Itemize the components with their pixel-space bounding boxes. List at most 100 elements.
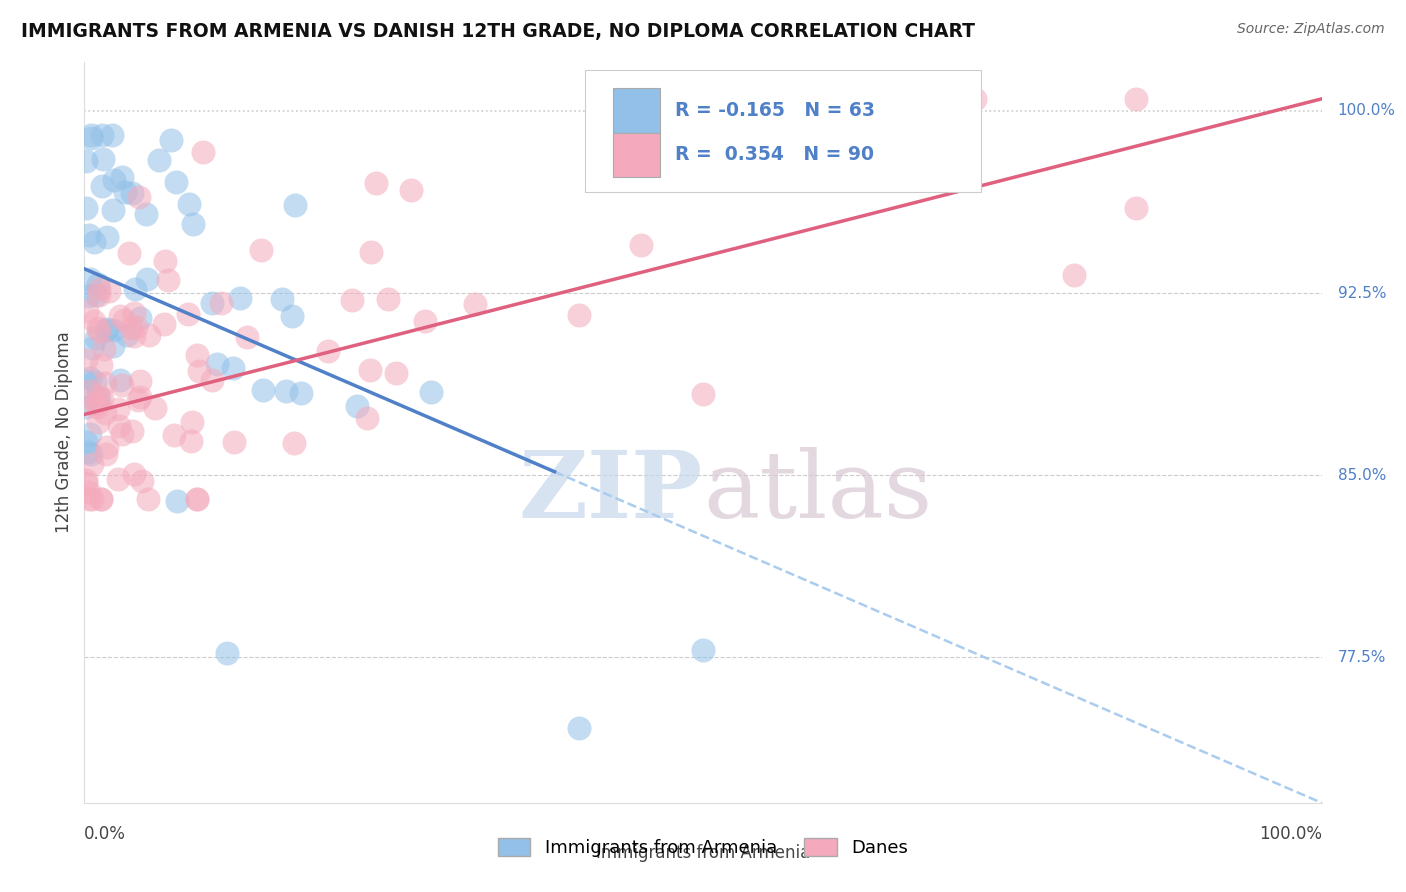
Point — [111, 426, 134, 441]
Point — [157, 273, 180, 287]
Point — [90, 492, 112, 507]
Point — [84, 376, 107, 390]
Point — [114, 186, 136, 200]
Point — [290, 386, 312, 401]
Point — [568, 308, 591, 322]
Point — [103, 173, 125, 187]
Point — [101, 203, 124, 218]
Point — [276, 384, 298, 399]
Point — [89, 358, 111, 372]
Point — [76, 304, 98, 318]
Point — [108, 419, 131, 434]
Point — [94, 447, 117, 461]
Point — [120, 321, 142, 335]
Point — [346, 400, 368, 414]
Point — [187, 364, 209, 378]
Point — [96, 321, 118, 335]
Point — [79, 131, 101, 145]
Point — [87, 324, 110, 338]
Point — [965, 92, 987, 106]
Point — [207, 357, 229, 371]
Text: R =  0.354   N = 90: R = 0.354 N = 90 — [675, 145, 873, 164]
Point — [122, 328, 145, 343]
Point — [877, 170, 900, 185]
Point — [75, 434, 97, 449]
Point — [250, 243, 273, 257]
Point — [124, 320, 146, 334]
Point — [162, 428, 184, 442]
Point — [138, 492, 160, 507]
Point — [107, 472, 129, 486]
Point — [79, 427, 101, 442]
Point — [79, 448, 101, 462]
Point — [75, 374, 97, 388]
Point — [80, 341, 103, 355]
Point — [129, 374, 152, 388]
Point — [360, 245, 382, 260]
Point — [754, 153, 776, 168]
Point — [90, 492, 112, 507]
Point — [222, 360, 245, 375]
Legend: Immigrants from Armenia, Danes: Immigrants from Armenia, Danes — [491, 830, 915, 864]
Text: 0.0%: 0.0% — [84, 825, 127, 843]
Point — [630, 238, 652, 252]
Text: 100.0%: 100.0% — [1337, 103, 1396, 119]
Point — [385, 366, 408, 380]
Text: Immigrants from Armenia: Immigrants from Armenia — [596, 844, 810, 862]
Point — [568, 721, 591, 735]
Point — [127, 393, 149, 408]
Point — [108, 373, 131, 387]
Point — [229, 291, 252, 305]
Point — [83, 235, 105, 249]
Point — [86, 400, 108, 414]
Point — [87, 391, 110, 405]
Point — [93, 342, 115, 356]
Point — [419, 385, 441, 400]
Point — [89, 281, 111, 295]
Point — [77, 227, 100, 242]
Point — [166, 494, 188, 508]
Point — [90, 128, 112, 143]
Point — [91, 152, 114, 166]
Point — [186, 492, 208, 507]
Point — [75, 153, 97, 168]
Point — [153, 254, 176, 268]
Point — [222, 434, 245, 449]
Point — [94, 406, 117, 420]
Point — [165, 175, 187, 189]
Text: 85.0%: 85.0% — [1337, 467, 1386, 483]
Point — [94, 376, 117, 391]
Point — [103, 323, 125, 337]
Point — [83, 314, 105, 328]
Point — [108, 309, 131, 323]
Point — [181, 217, 204, 231]
Point — [79, 384, 101, 398]
Point — [122, 467, 145, 482]
Point — [181, 415, 204, 429]
Point — [280, 310, 302, 324]
Point — [76, 444, 98, 458]
Point — [209, 295, 232, 310]
Point — [77, 289, 100, 303]
Point — [153, 317, 176, 331]
Text: Source: ZipAtlas.com: Source: ZipAtlas.com — [1237, 22, 1385, 37]
Point — [340, 293, 363, 307]
Point — [359, 363, 381, 377]
Point — [121, 186, 143, 200]
FancyBboxPatch shape — [613, 88, 659, 133]
Point — [94, 323, 117, 337]
Point — [364, 177, 387, 191]
Point — [131, 474, 153, 488]
Point — [186, 492, 208, 507]
Point — [191, 145, 214, 159]
Point — [75, 400, 97, 414]
Point — [138, 328, 160, 343]
Point — [80, 457, 103, 471]
Point — [399, 183, 422, 197]
Text: IMMIGRANTS FROM ARMENIA VS DANISH 12TH GRADE, NO DIPLOMA CORRELATION CHART: IMMIGRANTS FROM ARMENIA VS DANISH 12TH G… — [21, 22, 976, 41]
Point — [122, 306, 145, 320]
Text: atlas: atlas — [703, 447, 932, 537]
Point — [1125, 92, 1147, 106]
Point — [186, 348, 208, 362]
Text: 100.0%: 100.0% — [1258, 825, 1322, 843]
